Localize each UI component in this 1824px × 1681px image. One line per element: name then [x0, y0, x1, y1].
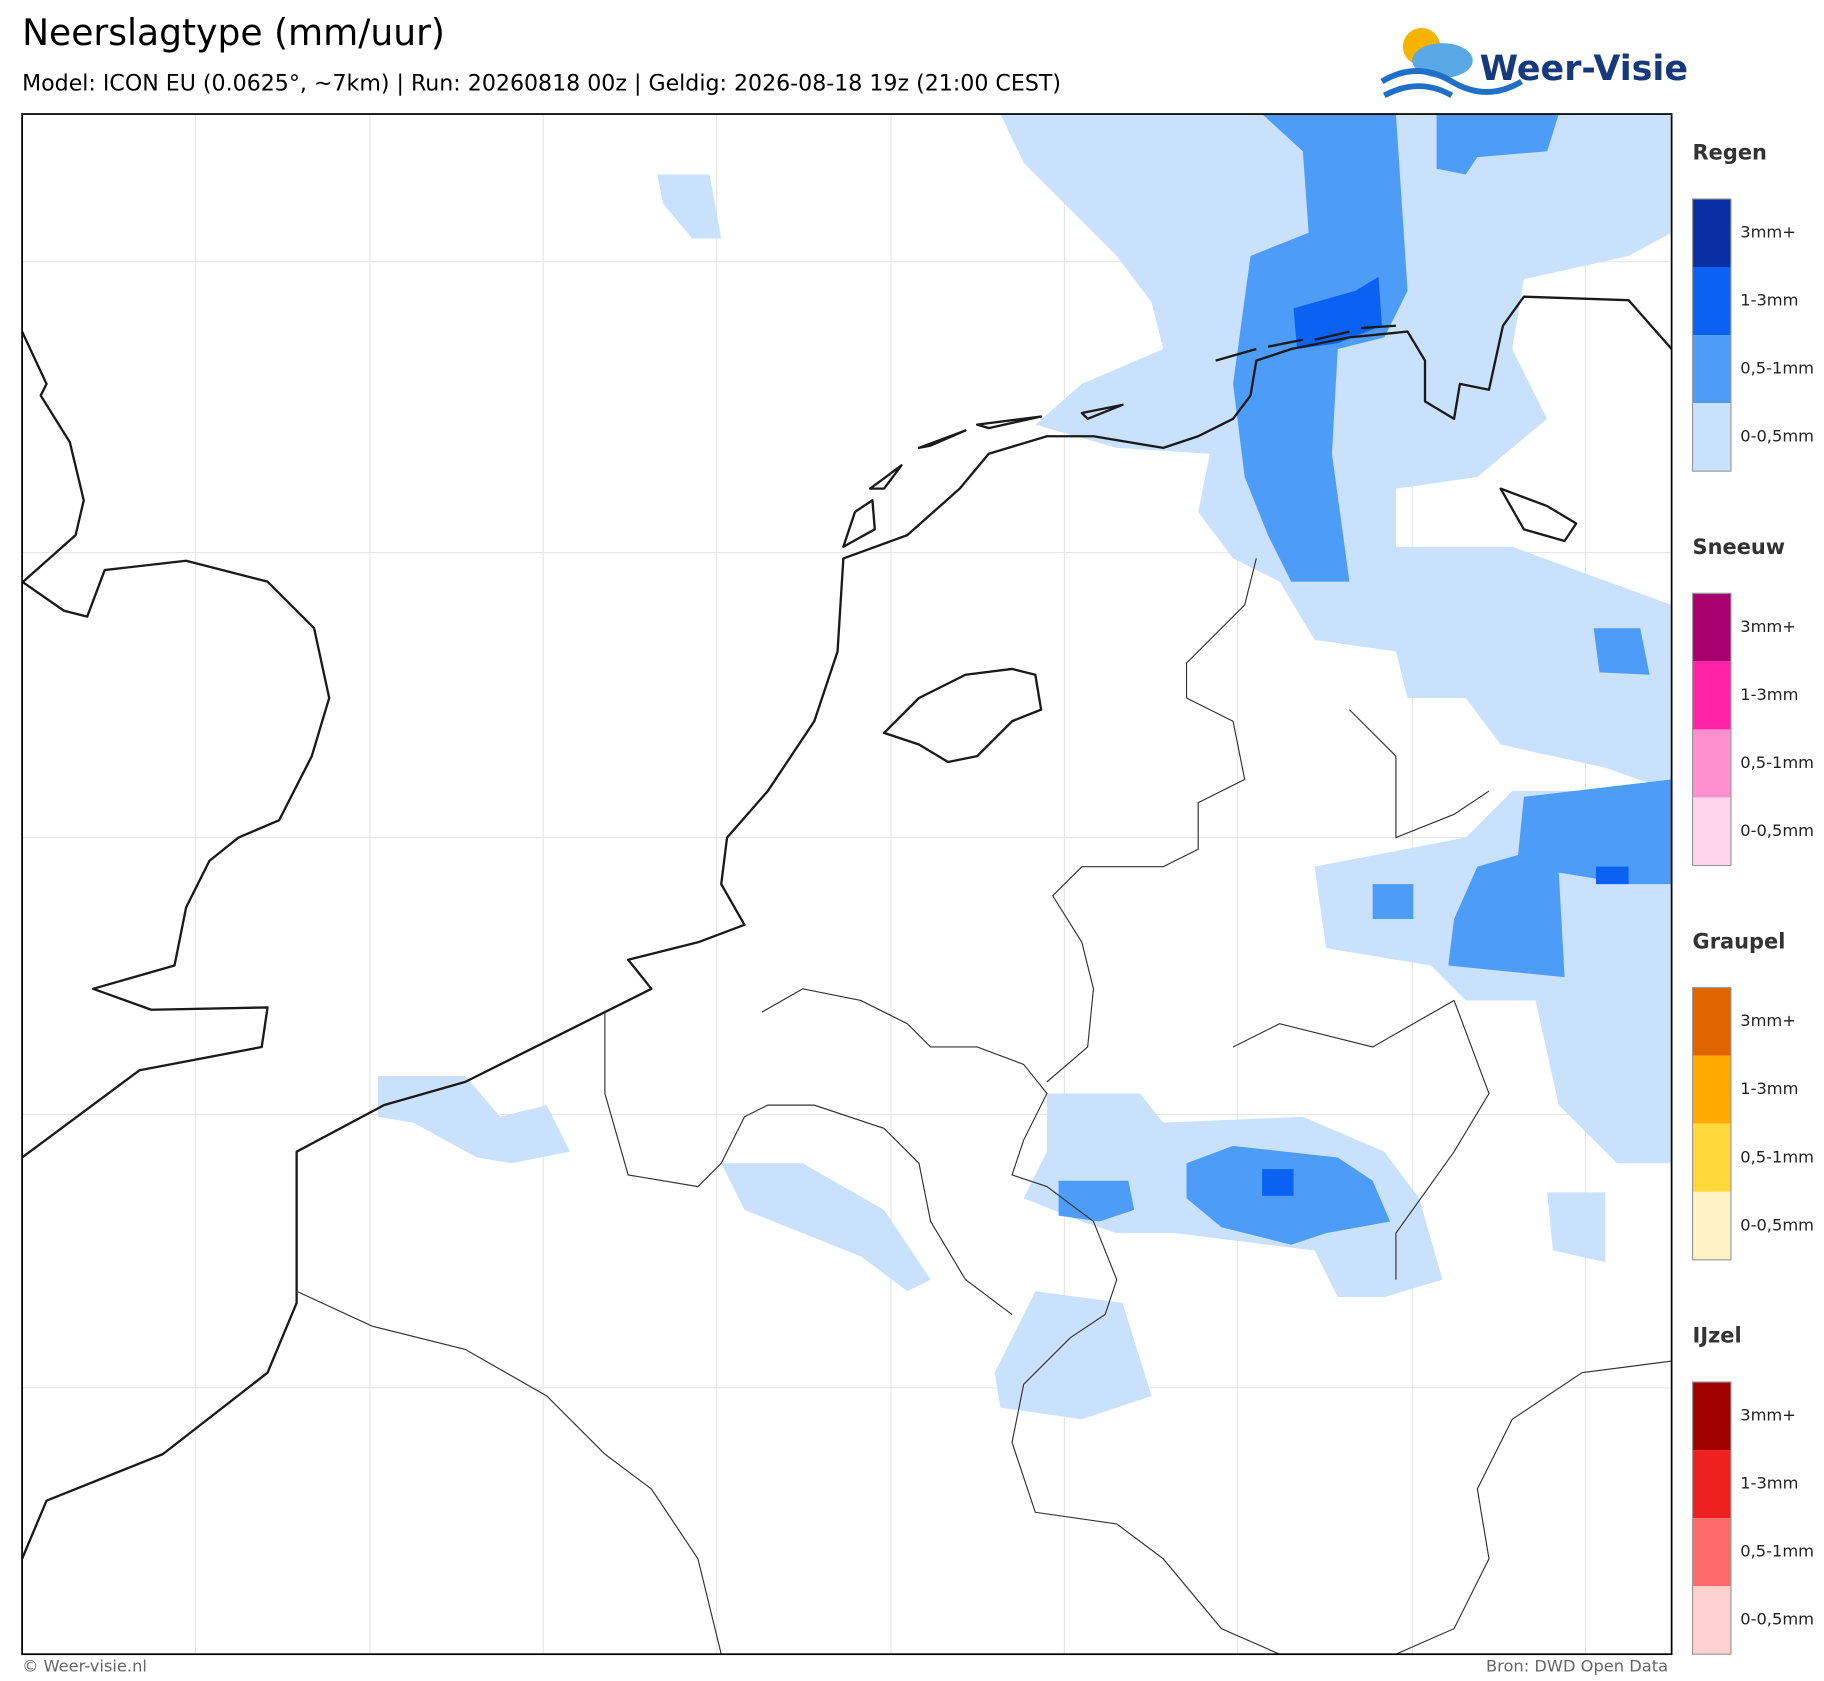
legend-label: 0,5-1mm	[1740, 1147, 1814, 1166]
legend-swatch	[1692, 1450, 1731, 1519]
legend-swatch	[1692, 1123, 1731, 1192]
legend-label: 3mm+	[1740, 617, 1796, 636]
legend-label: 3mm+	[1740, 1011, 1796, 1030]
legend-label: 0-0,5mm	[1740, 1215, 1814, 1234]
legend-label: 1-3mm	[1740, 1079, 1798, 1098]
coastlines	[21, 295, 1673, 1560]
legend-swatch	[1692, 1518, 1731, 1587]
legend-frame	[1691, 198, 1732, 472]
legend-label: 0,5-1mm	[1740, 753, 1814, 772]
legend-swatch	[1692, 1191, 1731, 1260]
precipitation	[378, 114, 1672, 1420]
legend-swatch	[1692, 1382, 1731, 1451]
legend-heading: IJzel	[1693, 1324, 1742, 1348]
legend-swatch	[1692, 403, 1731, 472]
legend-label: 1-3mm	[1740, 1474, 1798, 1493]
legend-swatch	[1692, 661, 1731, 730]
legend-label: 3mm+	[1740, 222, 1796, 241]
legend-swatch	[1692, 267, 1731, 336]
logo: Weer-Visie	[1380, 27, 1688, 99]
legend-label: 3mm+	[1740, 1406, 1796, 1425]
legend-swatch	[1692, 335, 1731, 404]
legend-frame	[1691, 987, 1732, 1261]
legend-label: 0,5-1mm	[1740, 1542, 1814, 1561]
legend-swatch	[1692, 987, 1731, 1056]
legend-swatch	[1692, 797, 1731, 866]
legend-swatch	[1692, 729, 1731, 798]
legend-heading: Graupel	[1693, 929, 1786, 953]
footer-source: Bron: DWD Open Data	[1486, 1657, 1668, 1676]
legend-label: 0-0,5mm	[1740, 1610, 1814, 1629]
legend-label: 1-3mm	[1740, 685, 1798, 704]
legend-swatch	[1692, 593, 1731, 662]
footer-credit: © Weer-visie.nl	[22, 1657, 147, 1676]
legend: Regen 3mm+ 1-3mm 0,5-1mm 0-0,5mm Sneeuw 3mm+ 1-…	[1691, 141, 1814, 1655]
legend-label: 0-0,5mm	[1740, 821, 1814, 840]
legend-label: 0-0,5mm	[1740, 427, 1814, 446]
legend-frame	[1691, 1381, 1732, 1655]
legend-label: 0,5-1mm	[1740, 359, 1814, 378]
legend-swatch	[1692, 1055, 1731, 1124]
subtitle: Model: ICON EU (0.0625°, ~7km) | Run: 20…	[22, 70, 1061, 96]
legend-heading: Regen	[1693, 141, 1767, 165]
legend-heading: Sneeuw	[1693, 535, 1786, 559]
legend-frame	[1691, 592, 1732, 867]
logo-text: Weer-Visie	[1480, 49, 1688, 89]
title: Neerslagtype (mm/uur)	[22, 12, 445, 54]
legend-label: 1-3mm	[1740, 291, 1798, 310]
map	[21, 113, 1673, 1656]
legend-swatch	[1692, 198, 1731, 268]
legend-swatch	[1692, 1586, 1731, 1655]
borders	[296, 558, 1672, 1655]
